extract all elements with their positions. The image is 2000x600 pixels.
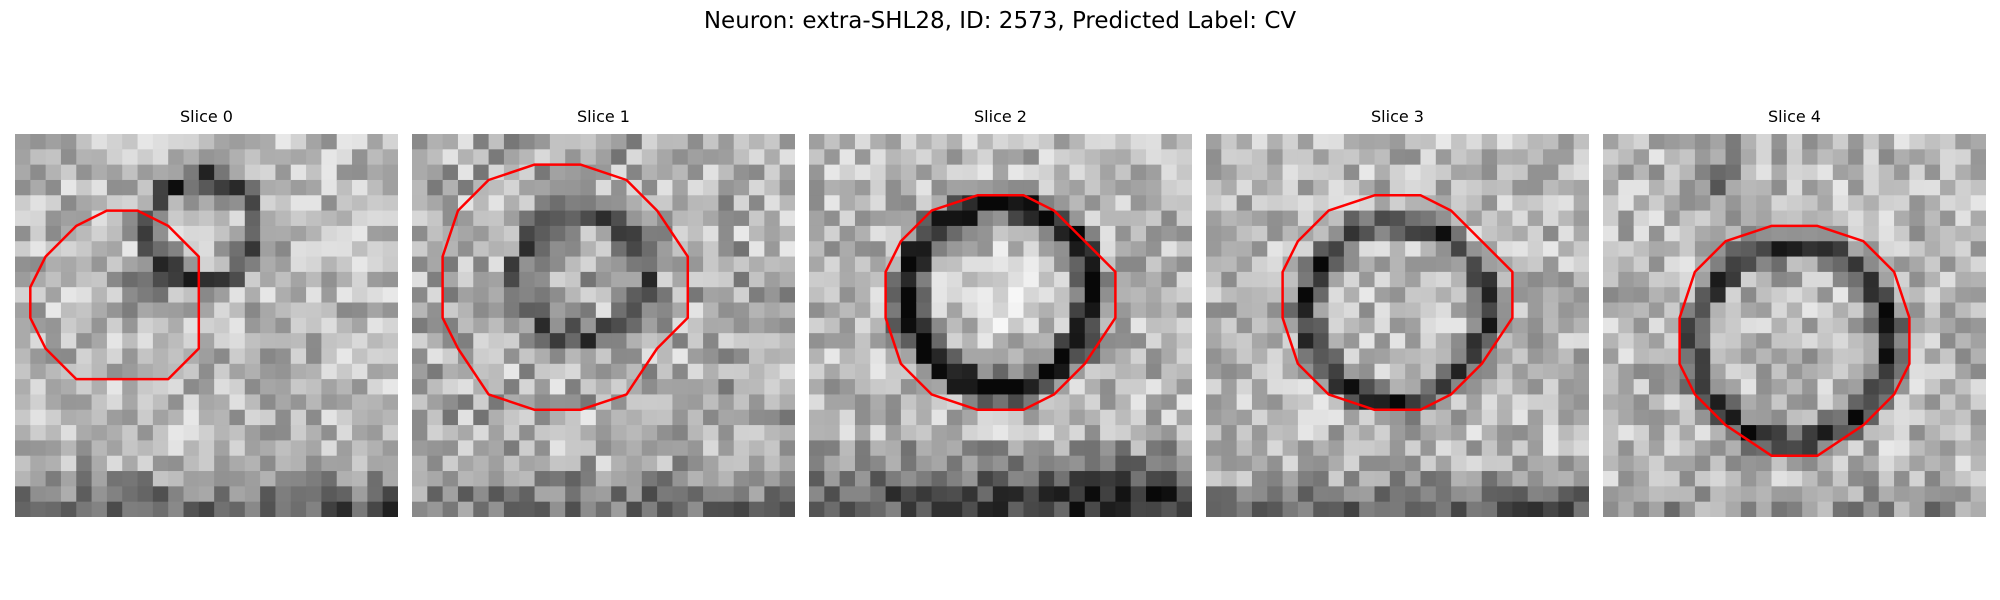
slice-image: [412, 134, 795, 517]
segmentation-contour: [441, 163, 690, 412]
slice-title: Slice 3: [1371, 107, 1424, 126]
slice-title: Slice 1: [577, 107, 630, 126]
slice-panel-0: Slice 0: [15, 107, 398, 517]
figure-title: Neuron: extra-SHL28, ID: 2573, Predicted…: [703, 8, 1297, 34]
segmentation-contour: [29, 209, 201, 381]
slice-image: [809, 134, 1192, 517]
slice-panel-2: Slice 2: [809, 107, 1192, 517]
slice-title: Slice 4: [1768, 107, 1821, 126]
slice-image: [1206, 134, 1589, 517]
slice-image: [15, 134, 398, 517]
segmentation-contour: [1281, 194, 1514, 412]
slice-image: [1603, 134, 1986, 517]
slice-panel-1: Slice 1: [412, 107, 795, 517]
slice-panel-4: Slice 4: [1603, 107, 1986, 517]
segmentation-contour: [1678, 224, 1911, 457]
slice-title: Slice 0: [180, 107, 233, 126]
slice-panel-3: Slice 3: [1206, 107, 1589, 517]
segmentation-contour: [884, 194, 1117, 412]
slice-title: Slice 2: [974, 107, 1027, 126]
